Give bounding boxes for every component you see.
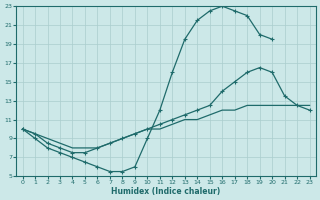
X-axis label: Humidex (Indice chaleur): Humidex (Indice chaleur) (111, 187, 221, 196)
